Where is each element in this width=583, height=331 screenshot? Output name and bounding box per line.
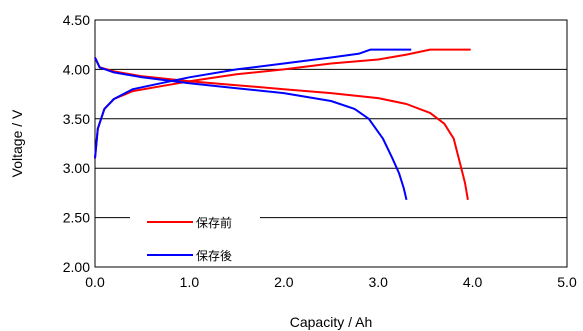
series-layer: [94, 48, 471, 201]
y-axis-title: Voltage / V: [9, 109, 25, 177]
y-tick-label: 2.00: [63, 259, 90, 275]
plot-area-frame: [94, 19, 568, 268]
x-tick-label: 4.0: [463, 274, 483, 290]
x-tick-label: 2.0: [274, 274, 294, 290]
x-tick-label: 1.0: [180, 274, 200, 290]
y-tick-label: 4.50: [63, 12, 90, 28]
y-tick-label: 3.50: [63, 111, 90, 127]
legend-label-after: 保存後: [196, 249, 232, 263]
series-1-discharge-line: [94, 57, 408, 201]
y-tick-label: 3.00: [63, 160, 90, 176]
x-axis-ticks: 0.0 1.0 2.0 3.0 4.0 5.0: [85, 274, 577, 290]
y-axis-ticks: 2.00 2.50 3.00 3.50 4.00 4.50: [63, 12, 90, 275]
legend: 保存前 保存後: [130, 208, 260, 263]
x-tick-label: 3.0: [368, 274, 388, 290]
legend-label-before: 保存前: [196, 215, 232, 230]
x-tick-label: 5.0: [557, 274, 577, 290]
y-tick-label: 4.00: [63, 61, 90, 77]
legend-background: [130, 208, 260, 260]
y-tick-label: 2.50: [63, 210, 90, 226]
series-0-charge-line: [94, 48, 471, 159]
gridlines: [95, 68, 567, 219]
x-axis-title: Capacity / Ah: [290, 314, 373, 330]
series-1-charge-line: [94, 48, 412, 159]
x-tick-label: 0.0: [85, 274, 105, 290]
